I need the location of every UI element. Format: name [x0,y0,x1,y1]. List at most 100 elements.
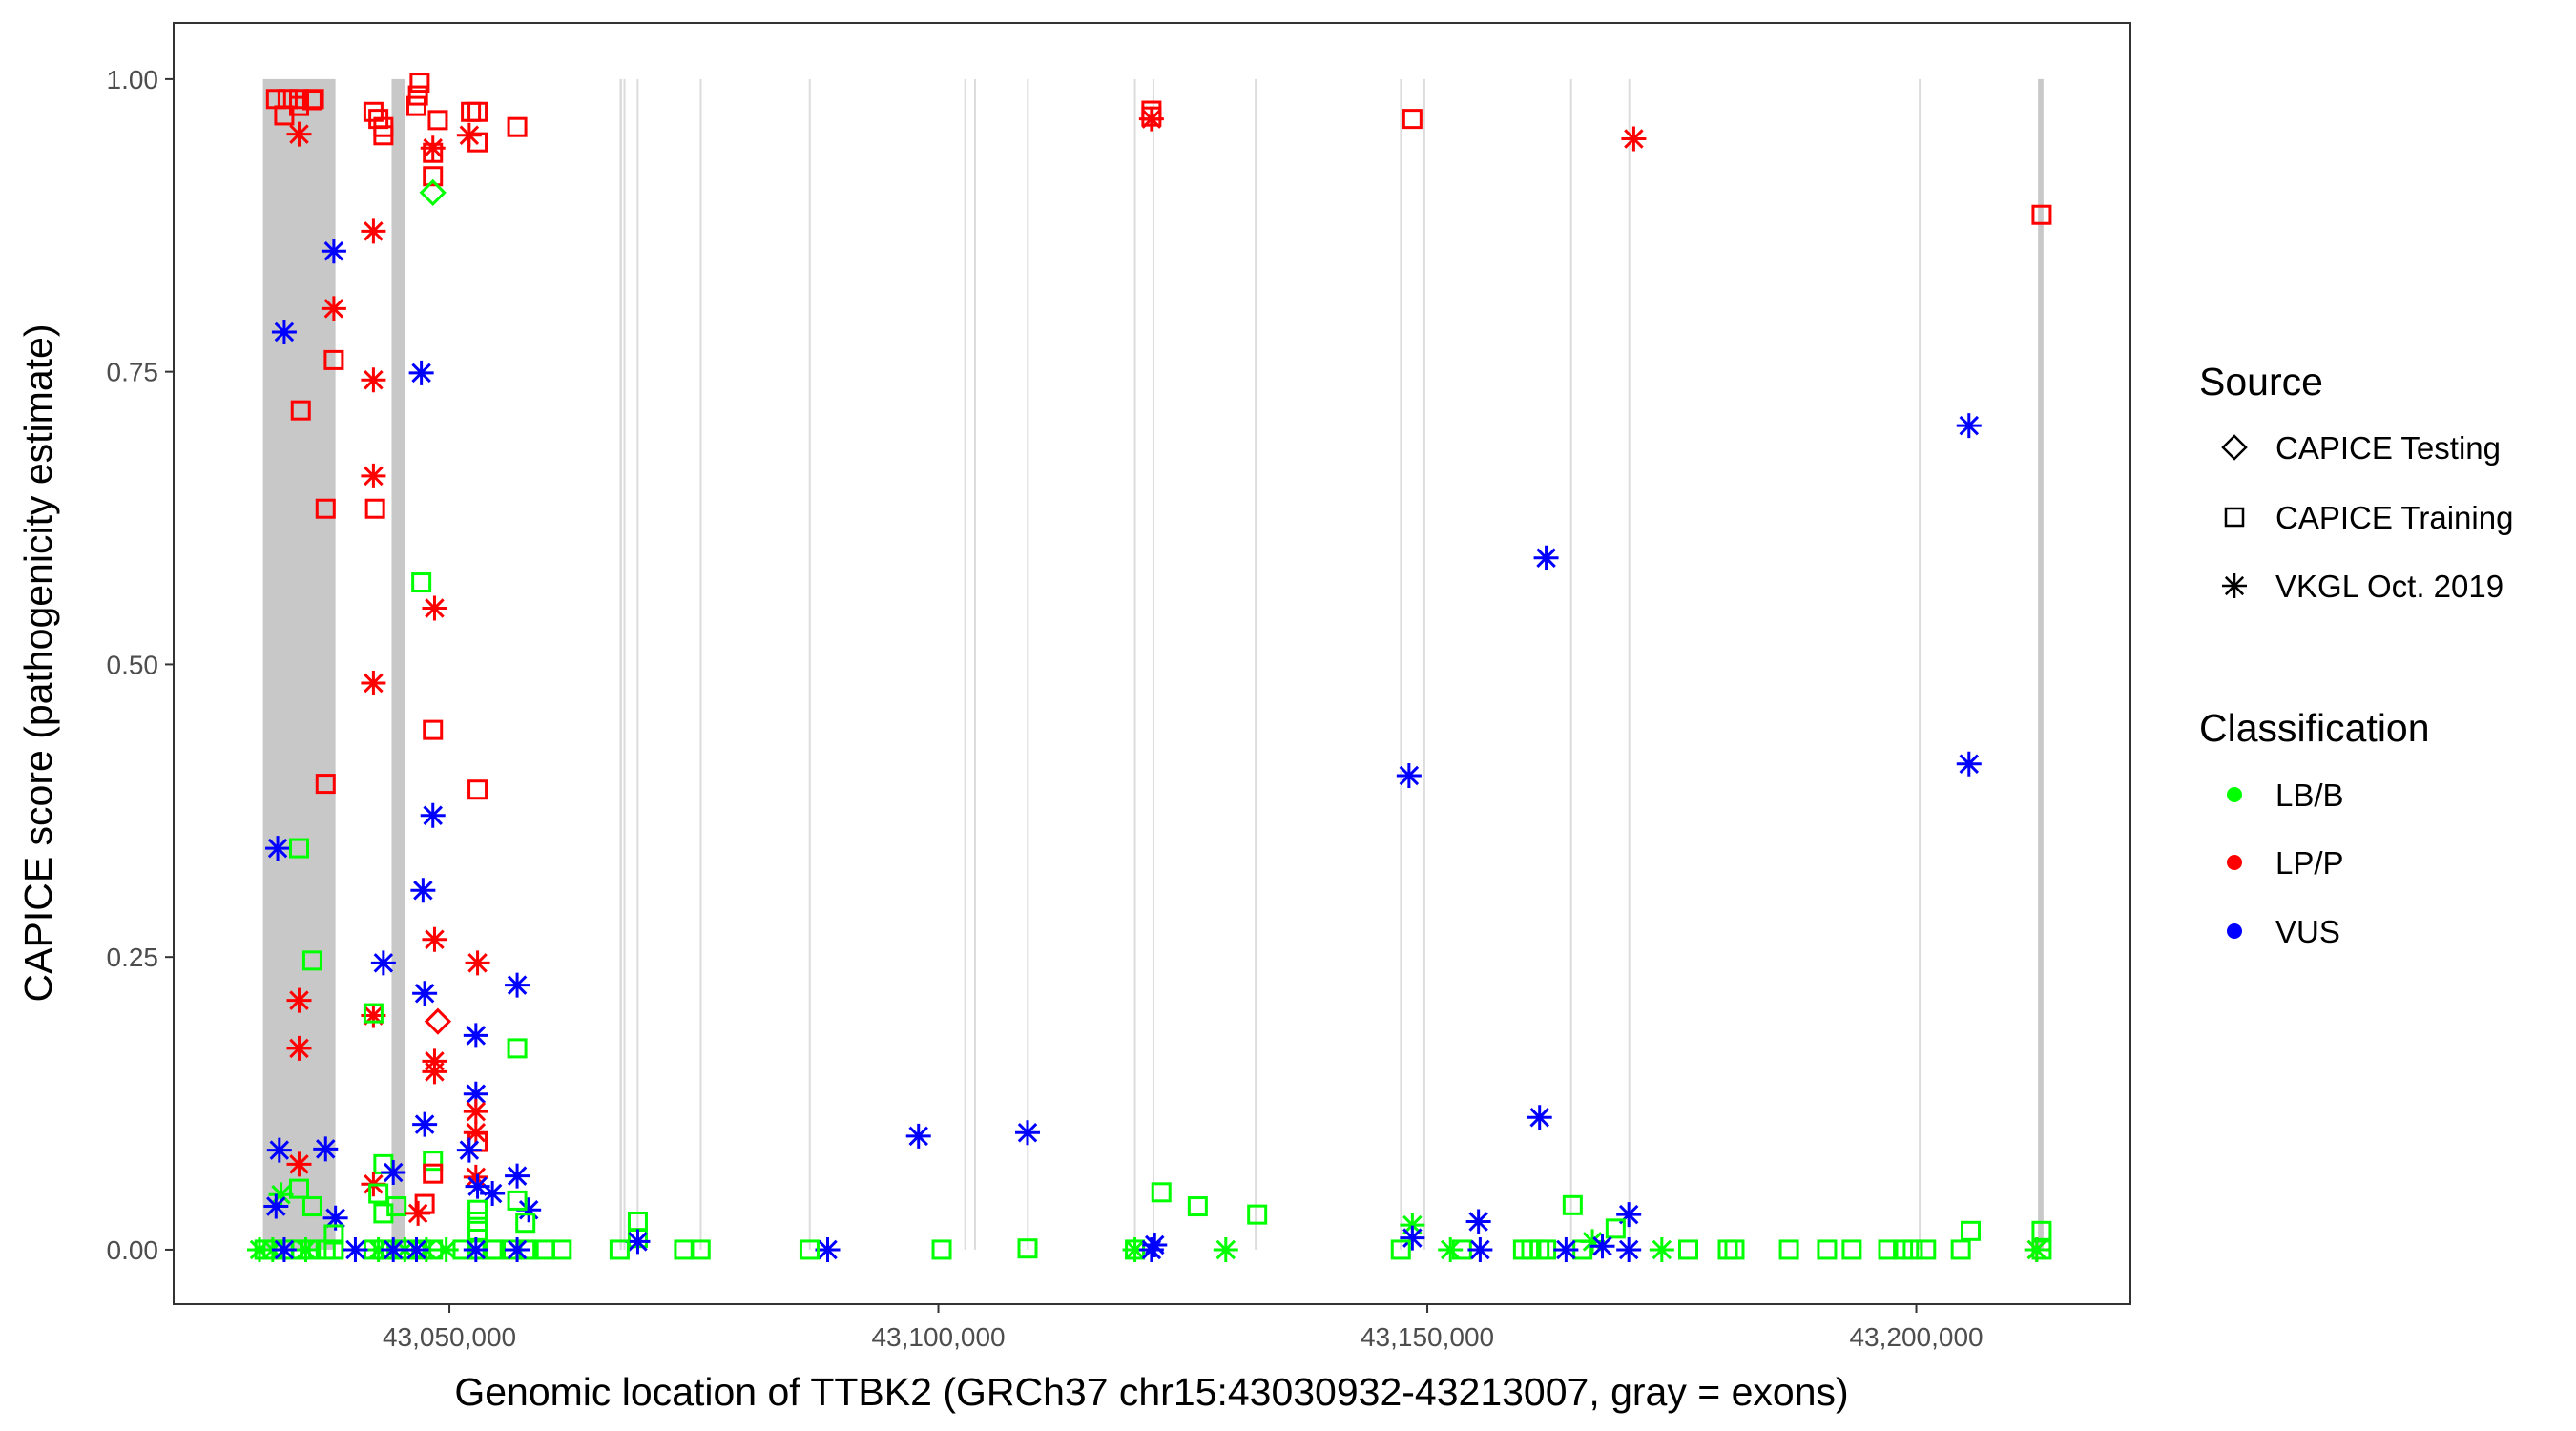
exon-band [2038,78,2044,1250]
data-point [422,926,447,952]
data-point [363,1003,384,1024]
data-point [433,1236,459,1262]
data-point [322,1205,348,1231]
data-point [303,89,324,110]
data-point [463,1023,488,1048]
data-point [625,1229,651,1255]
data-point [465,950,490,976]
data-point [370,950,396,976]
data-point [1527,1105,1552,1130]
legend-classification-title: Classification [2199,706,2430,750]
data-point [365,1236,391,1262]
data-point [301,1196,322,1217]
data-point [1902,1239,1923,1260]
data-point [516,1197,542,1223]
x-tick-label: 43,200,000 [1849,1322,1983,1352]
data-point [1438,1236,1464,1262]
exon-band [1628,78,1631,1250]
x-tick-label: 43,150,000 [1361,1322,1494,1352]
data-point [1589,1234,1615,1259]
data-point [315,774,336,795]
data-point [266,1137,292,1163]
data-point [410,878,436,903]
data-point [289,1178,310,1199]
data-point [286,121,312,147]
data-point [465,1173,490,1199]
data-point [343,1236,368,1262]
data-point [1950,1239,1971,1260]
data-point [289,838,310,859]
exon-band [262,78,336,1250]
data-point [361,218,386,244]
data-point [507,116,528,137]
x-axis: 43,050,000 43,100,000 43,150,000 43,200,000 [383,1304,1984,1352]
data-point [419,178,447,207]
data-point [361,671,386,696]
exon-band [699,78,702,1250]
data-point [905,1123,931,1149]
data-point [1724,1239,1745,1260]
data-point [1961,1220,1982,1241]
data-point [368,1183,389,1204]
exon-band [1919,78,1922,1250]
data-point [407,85,428,106]
data-point [424,1007,452,1035]
data-point [423,719,444,740]
data-point [1841,1239,1862,1260]
data-point [406,95,427,116]
data-point [373,125,394,146]
legend-diamond-icon [2221,434,2248,461]
exon-band [973,78,976,1250]
data-point [364,498,385,519]
data-point [1400,1213,1425,1238]
data-point [1678,1239,1699,1260]
data-point [1015,1120,1041,1146]
data-point [408,360,434,385]
exon-band [1400,78,1402,1250]
y-tick-label: 0.00 [107,1235,159,1265]
y-tick-label: 1.00 [107,65,159,94]
data-point [467,1199,488,1220]
data-points [246,73,2052,1262]
data-point [1213,1236,1238,1262]
data-point [507,1038,528,1059]
data-point [480,1181,506,1207]
legend-class-label: LP/P [2275,845,2344,881]
data-point [463,1081,488,1107]
exon-band [964,78,966,1250]
data-point [381,1159,406,1185]
data-point [1817,1239,1838,1260]
exon-band [1569,78,1572,1250]
data-point [467,779,488,800]
data-point [265,836,291,861]
data-point [268,1182,294,1208]
data-point [1402,109,1423,130]
exon-band [1423,78,1425,1250]
data-point [321,238,346,264]
data-point [1400,1225,1425,1251]
data-point [427,110,448,131]
data-point [420,135,446,161]
data-point [1533,545,1559,570]
data-point [290,400,311,421]
data-point [799,1239,820,1260]
data-point [386,1196,407,1217]
data-point [1465,1209,1491,1234]
data-point [423,1163,444,1184]
data-point [1649,1236,1674,1262]
data-point [422,1059,447,1085]
data-point [1017,1238,1038,1259]
data-point [1605,1218,1626,1239]
data-point [505,972,530,998]
data-point [412,1111,438,1137]
legend-source-title: Source [2199,360,2323,404]
data-point [456,122,482,148]
data-point [467,101,488,122]
data-point [1553,1236,1579,1262]
data-point [1956,413,1982,439]
data-point [690,1239,711,1260]
data-point [1122,1236,1148,1262]
data-point [1956,751,1982,777]
data-point [463,1099,488,1125]
data-point [463,1236,488,1262]
